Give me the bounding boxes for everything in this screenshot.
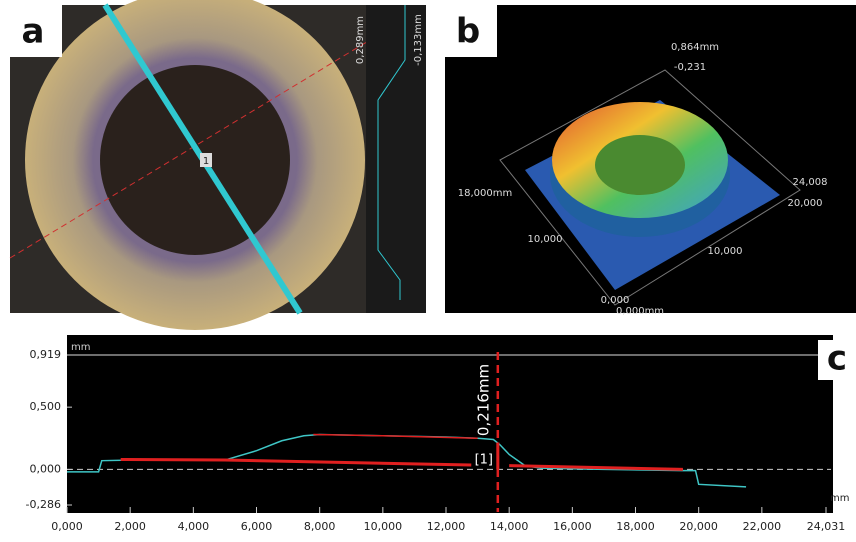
disc-center <box>595 135 685 195</box>
x-mid: 20,000 <box>788 198 823 209</box>
z-max: 0,864mm <box>671 42 719 53</box>
y-unit: mm <box>71 342 90 353</box>
panel-c: -0,286 0,000 0,500 0,919 0,000 2,000 4,000 6,00… <box>26 335 856 533</box>
panel-label: a <box>22 12 45 52</box>
y-mid: 10,000 <box>528 234 563 245</box>
panel-label: b <box>456 12 480 52</box>
page: {"panel_a": {"label": "a", "depth_top": … <box>0 0 856 538</box>
figure: 1 0,289mm -0,133mm a 0,864mm -0,231 18,0… <box>0 0 856 538</box>
y-tick-label: 0,500 <box>30 400 62 413</box>
panel-a: 1 0,289mm -0,133mm a <box>10 0 426 330</box>
origin: 0,000 <box>601 295 630 306</box>
x-unit: mm <box>830 493 849 504</box>
x-tick-label: 18,000 <box>616 520 655 533</box>
x-tick-label: 6,000 <box>241 520 273 533</box>
y-axis: 18,000mm <box>458 188 512 199</box>
x-tick-label: 8,000 <box>304 520 336 533</box>
depth-bottom: -0,133mm <box>413 14 424 66</box>
plot-bg <box>67 335 833 513</box>
disc-center <box>100 65 290 255</box>
x-tick-label: 20,000 <box>679 520 718 533</box>
x-max: 24,008 <box>793 177 828 188</box>
x-tick-label: 10,000 <box>364 520 403 533</box>
x-tick-label: 2,000 <box>114 520 146 533</box>
x-tick-label: 16,000 <box>553 520 592 533</box>
depth-top: 0,289mm <box>355 16 366 64</box>
x-low: 10,000 <box>708 246 743 257</box>
y-tick-label: 0,919 <box>30 348 62 361</box>
x-tick-label: 24,031 <box>807 520 846 533</box>
panel-label: c <box>827 339 847 379</box>
x-tick-label: 0,000 <box>51 520 83 533</box>
z-min: -0,231 <box>674 62 706 73</box>
panel-b: 0,864mm -0,231 18,000mm 24,008 20,000 10… <box>445 5 856 317</box>
origin-unit: 0,000mm <box>616 306 664 317</box>
y-tick-label: 0,000 <box>30 462 62 475</box>
x-tick-label: 4,000 <box>178 520 210 533</box>
y-tick-label: -0,286 <box>26 498 61 511</box>
marker: 1 <box>203 156 209 167</box>
x-tick-label: 12,000 <box>427 520 466 533</box>
x-tick-label: 14,000 <box>490 520 529 533</box>
annotation-label: 0,216mm <box>474 364 492 436</box>
x-tick-label: 22,000 <box>743 520 782 533</box>
annotation-tag: [1] <box>475 453 493 468</box>
